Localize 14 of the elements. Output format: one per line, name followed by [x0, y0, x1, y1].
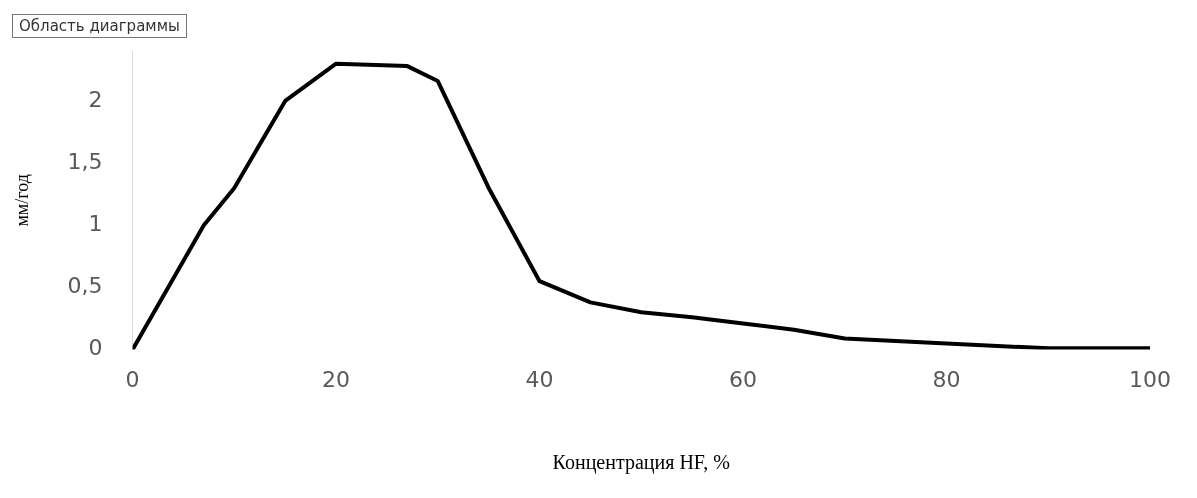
y-tick-label: 1	[88, 210, 103, 236]
x-tick-label: 80	[932, 366, 961, 392]
x-tick-label: 0	[125, 366, 140, 392]
y-tick-label: 1,5	[67, 148, 103, 174]
x-tick-label: 100	[1129, 366, 1171, 392]
y-axis-title: мм/год	[11, 174, 32, 227]
text: Область диаграммы	[12, 14, 187, 38]
y-tick-label: 0,5	[67, 273, 103, 299]
y-tick-label: 2	[88, 86, 103, 112]
y-tick-label: 0	[88, 335, 103, 361]
x-tick-label: 60	[729, 366, 758, 392]
x-tick-label: 20	[322, 366, 351, 392]
x-tick-label: 40	[525, 366, 554, 392]
x-axis-title: Концентрация HF, %	[552, 451, 731, 475]
